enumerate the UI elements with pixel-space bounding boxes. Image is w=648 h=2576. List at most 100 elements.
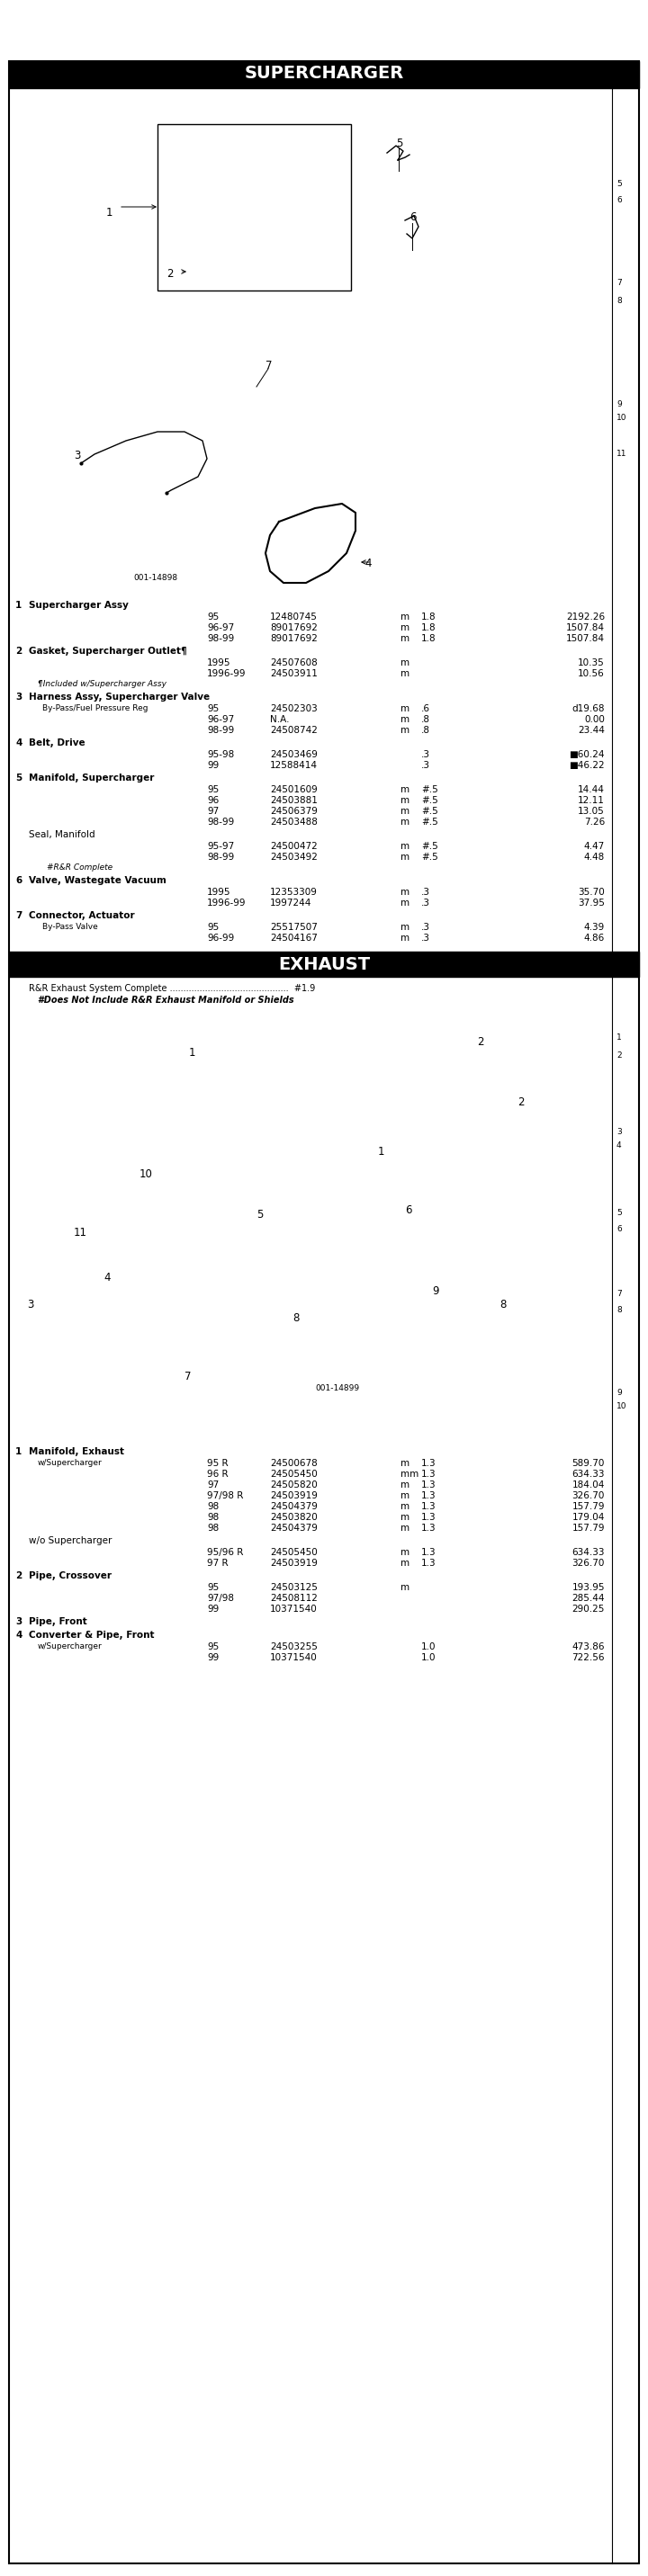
- Text: 95: 95: [207, 613, 219, 621]
- Text: 8: 8: [292, 1311, 299, 1324]
- Text: 99: 99: [207, 1605, 219, 1613]
- Text: 12353309: 12353309: [270, 889, 318, 896]
- Text: 24503125: 24503125: [270, 1584, 318, 1592]
- Text: d19.68: d19.68: [572, 703, 605, 714]
- Text: 5: 5: [616, 1208, 621, 1216]
- Text: 1507.84: 1507.84: [566, 623, 605, 631]
- Text: 193.95: 193.95: [572, 1584, 605, 1592]
- Text: 6: 6: [410, 211, 416, 224]
- Text: 11: 11: [74, 1226, 87, 1239]
- Text: #.5: #.5: [421, 817, 438, 827]
- Text: 4.86: 4.86: [584, 933, 605, 943]
- Text: 37.95: 37.95: [578, 899, 605, 907]
- Text: 8: 8: [616, 296, 621, 304]
- Text: Belt, Drive: Belt, Drive: [29, 739, 85, 747]
- Text: 10: 10: [616, 415, 627, 422]
- Text: 24503492: 24503492: [270, 853, 318, 860]
- Text: 5: 5: [616, 180, 621, 188]
- Text: w/o Supercharger: w/o Supercharger: [29, 1535, 112, 1546]
- Text: .3: .3: [421, 899, 430, 907]
- Text: w/Supercharger: w/Supercharger: [38, 1643, 102, 1651]
- Text: 1.8: 1.8: [421, 613, 436, 621]
- Text: Valve, Wastegate Vacuum: Valve, Wastegate Vacuum: [29, 876, 167, 886]
- Text: 2: 2: [167, 268, 173, 281]
- Text: 4.47: 4.47: [584, 842, 605, 850]
- Text: m: m: [400, 853, 410, 860]
- Text: 97 R: 97 R: [207, 1558, 228, 1569]
- Text: N.A.: N.A.: [270, 716, 290, 724]
- Text: 1997244: 1997244: [270, 899, 312, 907]
- Text: m: m: [400, 613, 410, 621]
- Text: .3: .3: [421, 933, 430, 943]
- Text: 24504379: 24504379: [270, 1502, 318, 1512]
- Text: 12.11: 12.11: [578, 796, 605, 804]
- Text: 3: 3: [16, 1618, 22, 1625]
- Text: 7: 7: [266, 361, 272, 371]
- Text: m: m: [400, 1522, 410, 1533]
- Text: 12588414: 12588414: [270, 760, 318, 770]
- Text: w/Supercharger: w/Supercharger: [38, 1458, 102, 1466]
- Text: 7.26: 7.26: [584, 817, 605, 827]
- Text: 1.3: 1.3: [421, 1481, 436, 1489]
- Text: 3: 3: [16, 693, 22, 701]
- Text: 4: 4: [16, 739, 22, 747]
- Text: 11: 11: [616, 451, 627, 459]
- Text: m: m: [400, 670, 410, 677]
- Text: 634.33: 634.33: [572, 1548, 605, 1556]
- Text: 10: 10: [616, 1401, 627, 1409]
- Text: m: m: [400, 817, 410, 827]
- Text: 10.35: 10.35: [578, 659, 605, 667]
- Text: 10.56: 10.56: [578, 670, 605, 677]
- Text: SUPERCHARGER: SUPERCHARGER: [244, 64, 404, 82]
- Text: 24500472: 24500472: [270, 842, 318, 850]
- Text: 89017692: 89017692: [270, 623, 318, 631]
- Text: .8: .8: [421, 726, 430, 734]
- Text: 2: 2: [16, 1571, 22, 1579]
- Text: 3: 3: [616, 1128, 621, 1136]
- Text: 98: 98: [207, 1512, 219, 1522]
- Text: 001-14899: 001-14899: [315, 1383, 359, 1394]
- Text: m: m: [400, 806, 410, 817]
- Text: 290.25: 290.25: [572, 1605, 605, 1613]
- Text: 4: 4: [104, 1273, 110, 1283]
- Text: ■46.22: ■46.22: [569, 760, 605, 770]
- Text: 6: 6: [616, 196, 621, 204]
- Text: m: m: [400, 659, 410, 667]
- Text: 10371540: 10371540: [270, 1605, 318, 1613]
- Text: 95: 95: [207, 786, 219, 793]
- Text: 97: 97: [207, 806, 219, 817]
- Bar: [9, 62, 639, 88]
- Text: Manifold, Exhaust: Manifold, Exhaust: [29, 1448, 124, 1455]
- Text: 157.79: 157.79: [572, 1502, 605, 1512]
- Text: 24503469: 24503469: [270, 750, 318, 760]
- Text: Harness Assy, Supercharger Valve: Harness Assy, Supercharger Valve: [29, 693, 210, 701]
- Text: 2: 2: [518, 1097, 524, 1108]
- Text: 4.48: 4.48: [584, 853, 605, 860]
- Text: 7: 7: [16, 912, 22, 920]
- Text: 1996-99: 1996-99: [207, 670, 246, 677]
- Text: 95: 95: [207, 1584, 219, 1592]
- Text: 7: 7: [616, 1291, 621, 1298]
- Text: 24505820: 24505820: [270, 1481, 318, 1489]
- Text: Gasket, Supercharger Outlet¶: Gasket, Supercharger Outlet¶: [29, 647, 187, 657]
- Text: 1.8: 1.8: [421, 634, 436, 644]
- Text: 1.3: 1.3: [421, 1458, 436, 1468]
- Text: 2: 2: [477, 1036, 484, 1048]
- Text: m: m: [400, 1548, 410, 1556]
- Text: 2: 2: [616, 1051, 621, 1059]
- Text: 326.70: 326.70: [572, 1558, 605, 1569]
- Text: 1995: 1995: [207, 889, 231, 896]
- Text: 24505450: 24505450: [270, 1548, 318, 1556]
- Text: 1996-99: 1996-99: [207, 899, 246, 907]
- Text: #R&R Complete: #R&R Complete: [47, 863, 113, 871]
- Text: 95-97: 95-97: [207, 842, 234, 850]
- Text: Supercharger Assy: Supercharger Assy: [29, 600, 128, 611]
- Text: 1.3: 1.3: [421, 1492, 436, 1499]
- Text: 99: 99: [207, 1654, 219, 1662]
- Text: #.5: #.5: [421, 853, 438, 860]
- Text: 722.56: 722.56: [572, 1654, 605, 1662]
- Text: m: m: [400, 889, 410, 896]
- Text: 24503919: 24503919: [270, 1558, 318, 1569]
- Text: Seal, Manifold: Seal, Manifold: [29, 829, 95, 840]
- Text: #.5: #.5: [421, 842, 438, 850]
